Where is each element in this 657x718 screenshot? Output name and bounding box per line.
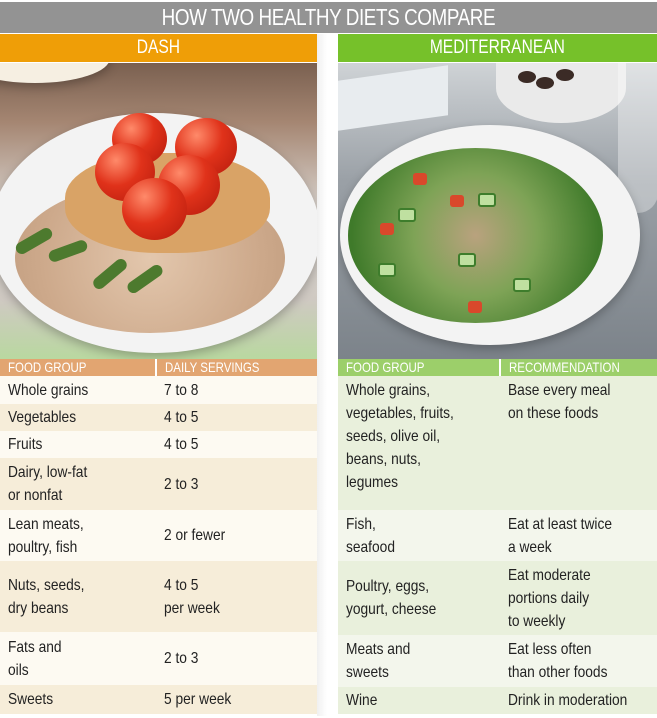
column-header-daily-servings: DAILY SERVINGS [155,359,317,376]
recommendation-cell: Eat moderate portions daily to weekly [500,561,657,635]
olive [518,71,536,83]
food-group-cell: Lean meats, poultry, fish [0,510,156,561]
food-group-cell: Fish, seafood [338,510,500,561]
dash-table: FOOD GROUP DAILY SERVINGS Whole grains 7 … [0,359,317,714]
dash-column: DASH FOOD GROUP DAILY SERVINGS Whole gra… [0,34,317,714]
food-group-cell: Nuts, seeds, dry beans [0,561,156,632]
servings-cell: 4 to 5 [156,431,317,458]
salad [348,148,603,323]
servings-cell: 2 to 3 [156,458,317,510]
table-row: Vegetables 4 to 5 [0,404,317,431]
food-group-cell: Whole grains, vegetables, fruits, seeds,… [338,376,500,510]
mediterranean-table: FOOD GROUP RECOMMENDATION Whole grains, … [338,359,657,714]
cucumber [458,253,476,267]
food-group-cell: Meats and sweets [338,635,500,687]
mediterranean-photo [338,63,657,359]
food-group-cell: Dairy, low-fat or nonfat [0,458,156,510]
tomato-chunk [413,173,427,185]
food-group-cell: Sweets [0,685,156,714]
table-row: Wine Drink in moderation [338,687,657,714]
olive [536,77,554,89]
dash-heading: DASH [0,34,317,62]
side-plate [0,63,110,83]
table-row: Dairy, low-fat or nonfat 2 to 3 [0,458,317,510]
dash-heading-text: DASH [136,37,181,58]
recommendation-cell: Eat at least twice a week [500,510,657,561]
table-row: Whole grains, vegetables, fruits, seeds,… [338,376,657,510]
mediterranean-heading: MEDITERRANEAN [338,34,657,62]
recommendation-cell: Drink in moderation [500,687,657,714]
column-header-food-group: FOOD GROUP [338,359,500,376]
recommendation-cell: Eat less often than other foods [500,635,657,687]
tomato [122,178,187,240]
food-group-cell: Whole grains [0,376,156,404]
mediterranean-heading-text: MEDITERRANEAN [429,37,566,58]
servings-cell: 4 to 5 per week [156,561,317,632]
food-group-cell: Wine [338,687,500,714]
food-group-cell: Poultry, eggs, yogurt, cheese [338,561,500,635]
cucumber [513,278,531,292]
table-row: Nuts, seeds, dry beans 4 to 5 per week [0,561,317,632]
table-row: Sweets 5 per week [0,685,317,714]
napkin [338,65,448,131]
tomato-chunk [380,223,394,235]
table-row: Fish, seafood Eat at least twice a week [338,510,657,561]
olive [556,69,574,81]
cucumber [378,263,396,277]
tomato-chunk [450,195,464,207]
table-row: Poultry, eggs, yogurt, cheese Eat moderat… [338,561,657,635]
column-header-food-group: FOOD GROUP [0,359,156,376]
dash-photo [0,63,317,359]
table-row: Fruits 4 to 5 [0,431,317,458]
mediterranean-column: MEDITERRANEAN FOOD GROUP RECOMMENDATION … [338,34,657,714]
recommendation-cell: Base every meal on these foods [500,376,657,510]
table-row: Whole grains 7 to 8 [0,376,317,404]
page-title: HOW TWO HEALTHY DIETS COMPARE [0,2,657,33]
cucumber [478,193,496,207]
page-title-text: HOW TWO HEALTHY DIETS COMPARE [161,4,496,30]
tomato-chunk [468,301,482,313]
food-group-cell: Fruits [0,431,156,458]
cucumber [398,208,416,222]
servings-cell: 2 to 3 [156,632,317,685]
table-row: Fats and oils 2 to 3 [0,632,317,685]
servings-cell: 7 to 8 [156,376,317,404]
servings-cell: 4 to 5 [156,404,317,431]
table-row: Meats and sweets Eat less often than othe… [338,635,657,687]
column-shadow [317,34,327,716]
food-group-cell: Fats and oils [0,632,156,685]
table-row: Lean meats, poultry, fish 2 or fewer [0,510,317,561]
servings-cell: 2 or fewer [156,510,317,561]
food-group-cell: Vegetables [0,404,156,431]
servings-cell: 5 per week [156,685,317,714]
column-header-recommendation: RECOMMENDATION [499,359,657,376]
